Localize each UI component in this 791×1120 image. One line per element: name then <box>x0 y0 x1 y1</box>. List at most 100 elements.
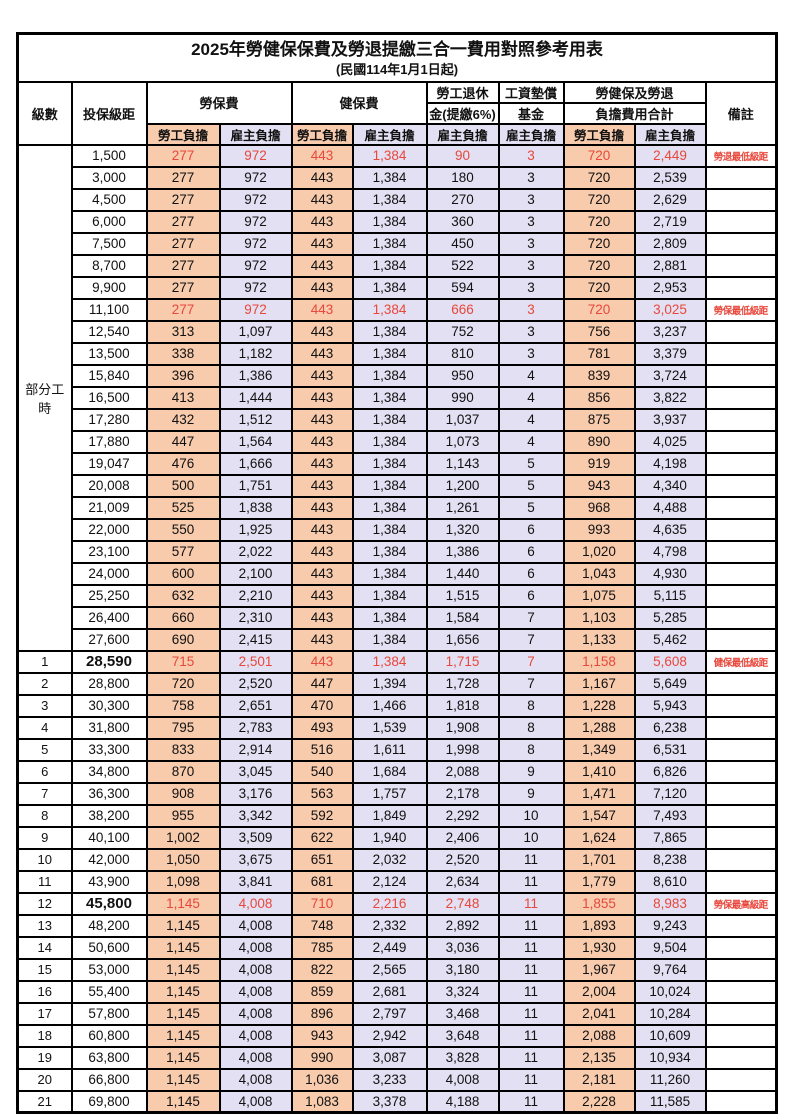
value-cell: 1,940 <box>351 825 428 850</box>
value-cell: 11 <box>497 1001 565 1026</box>
value-cell: 525 <box>145 495 221 520</box>
value-cell: 2,135 <box>562 1045 636 1070</box>
table-row: 11 43,900 1,098 3,841 681 2,124 2,634 11 1,779 8,… <box>16 869 778 894</box>
remark-text: 勞保最低級距 <box>713 306 769 317</box>
level-cell: 11 <box>16 869 73 894</box>
value-cell: 1,098 <box>145 869 221 894</box>
remark-cell <box>704 869 778 894</box>
value-cell: 1,384 <box>351 231 428 256</box>
value-cell: 875 <box>562 407 636 432</box>
value-cell: 908 <box>145 781 221 806</box>
value-cell: 3,045 <box>218 759 293 784</box>
remark-cell <box>704 429 778 454</box>
value-cell: 890 <box>562 429 636 454</box>
value-cell: 1,666 <box>218 451 293 476</box>
value-cell: 550 <box>145 517 221 542</box>
remark-cell <box>704 627 778 652</box>
value-cell: 443 <box>290 297 354 322</box>
value-cell: 493 <box>290 715 354 740</box>
value-cell: 3,468 <box>425 1001 500 1026</box>
value-cell: 10,609 <box>633 1023 707 1048</box>
value-cell: 1,384 <box>351 539 428 564</box>
value-cell: 443 <box>290 275 354 300</box>
value-cell: 2,520 <box>218 671 293 696</box>
value-cell: 943 <box>290 1023 354 1048</box>
value-cell: 4,008 <box>218 1067 293 1092</box>
value-cell: 3,036 <box>425 935 500 960</box>
value-cell: 2,181 <box>562 1067 636 1092</box>
value-cell: 450 <box>425 231 500 256</box>
value-cell: 4,008 <box>218 1001 293 1026</box>
remark-cell <box>704 825 778 850</box>
value-cell: 8,983 <box>633 891 707 916</box>
value-cell: 1,908 <box>425 715 500 740</box>
bracket-cell: 26,400 <box>70 605 148 630</box>
level-cell: 16 <box>16 979 73 1004</box>
value-cell: 277 <box>145 253 221 278</box>
bracket-cell: 6,000 <box>70 209 148 234</box>
value-cell: 4,008 <box>218 891 293 916</box>
value-cell: 2,088 <box>562 1023 636 1048</box>
value-cell: 1,701 <box>562 847 636 872</box>
table-row: 13 48,200 1,145 4,008 748 2,332 2,892 11 1,893 9,… <box>16 913 778 938</box>
bracket-cell: 17,280 <box>70 407 148 432</box>
value-cell: 9 <box>497 781 565 806</box>
value-cell: 1,043 <box>562 561 636 586</box>
value-cell: 781 <box>562 341 636 366</box>
bracket-cell: 53,000 <box>70 957 148 982</box>
remark-cell <box>704 737 778 762</box>
value-cell: 10,934 <box>633 1045 707 1070</box>
value-cell: 4 <box>497 363 565 388</box>
value-cell: 2,041 <box>562 1001 636 1026</box>
value-cell: 277 <box>145 231 221 256</box>
value-cell: 11 <box>497 957 565 982</box>
value-cell: 7,120 <box>633 781 707 806</box>
value-cell: 720 <box>562 187 636 212</box>
value-cell: 1,145 <box>145 891 221 916</box>
remark-cell <box>704 1023 778 1048</box>
remark-cell <box>704 451 778 476</box>
value-cell: 720 <box>562 209 636 234</box>
remark-cell <box>704 209 778 234</box>
value-cell: 1,384 <box>351 451 428 476</box>
value-cell: 522 <box>425 253 500 278</box>
bracket-cell: 34,800 <box>70 759 148 784</box>
value-cell: 4,798 <box>633 539 707 564</box>
value-cell: 313 <box>145 319 221 344</box>
table-row: 1 28,590 715 2,501 443 1,384 1,715 7 1,158 5,608 健… <box>16 649 778 674</box>
col-header-total-line1: 勞健保及勞退 <box>562 80 707 104</box>
value-cell: 1,182 <box>218 341 293 366</box>
value-cell: 2,406 <box>425 825 500 850</box>
table-row: 5 33,300 833 2,914 516 1,611 1,998 8 1,349 6,531 <box>16 737 778 762</box>
value-cell: 6,531 <box>633 737 707 762</box>
page-subtitle: (民國114年1月1日起) <box>335 62 459 78</box>
value-cell: 5 <box>497 495 565 520</box>
value-cell: 10 <box>497 825 565 850</box>
value-cell: 443 <box>290 561 354 586</box>
value-cell: 1,145 <box>145 1001 221 1026</box>
value-cell: 2,719 <box>633 209 707 234</box>
value-cell: 993 <box>562 517 636 542</box>
value-cell: 8,610 <box>633 869 707 894</box>
remark-cell <box>704 957 778 982</box>
table-row: 7 36,300 908 3,176 563 1,757 2,178 9 1,471 7,120 <box>16 781 778 806</box>
value-cell: 666 <box>425 297 500 322</box>
subheader-wage-arrears-employer: 雇主負擔 <box>497 122 565 146</box>
value-cell: 795 <box>145 715 221 740</box>
value-cell: 443 <box>290 605 354 630</box>
value-cell: 1,611 <box>351 737 428 762</box>
value-cell: 9,764 <box>633 957 707 982</box>
value-cell: 720 <box>562 165 636 190</box>
value-cell: 1,384 <box>351 473 428 498</box>
bracket-cell: 22,000 <box>70 517 148 542</box>
value-cell: 1,145 <box>145 1023 221 1048</box>
remark-cell <box>704 715 778 740</box>
header-row-1: 級數 投保級距 勞保費 健保費 勞工退休 工資墊償 勞健保及勞退 備註 <box>16 80 778 146</box>
value-cell: 443 <box>290 341 354 366</box>
value-cell: 896 <box>290 1001 354 1026</box>
value-cell: 968 <box>562 495 636 520</box>
value-cell: 2,415 <box>218 627 293 652</box>
value-cell: 3,937 <box>633 407 707 432</box>
value-cell: 9 <box>497 759 565 784</box>
value-cell: 5,943 <box>633 693 707 718</box>
